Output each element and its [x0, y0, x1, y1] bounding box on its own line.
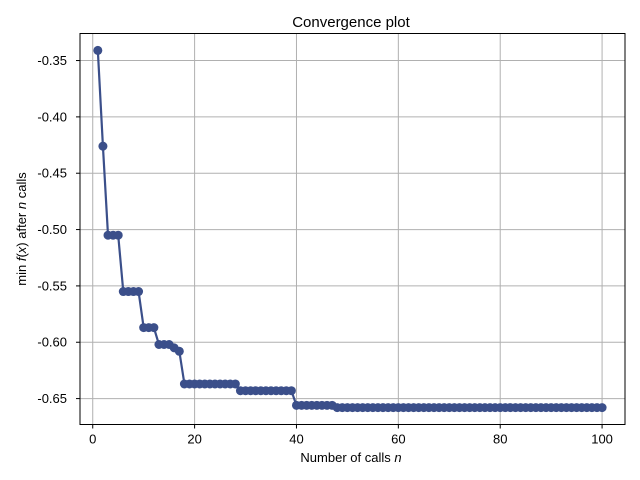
x-tick-label: 0 — [89, 432, 96, 447]
y-axis-label: min f(x) after n calls — [14, 172, 29, 286]
y-axis-label-p4: calls — [14, 172, 29, 202]
y-axis-label-p3: ) after — [14, 209, 29, 247]
series-layer — [93, 45, 607, 413]
y-axis-label-p1: min — [14, 261, 29, 286]
data-point — [230, 379, 240, 389]
y-tick-label: -0.40 — [37, 109, 67, 124]
y-tick-label: -0.65 — [37, 391, 67, 406]
data-point — [149, 323, 159, 333]
data-point — [93, 45, 103, 55]
x-axis-label-text: Number of calls — [300, 450, 394, 465]
x-tick-label: 80 — [493, 432, 507, 447]
y-tick-label: -0.35 — [37, 53, 67, 68]
y-axis-label-p2: ( — [14, 253, 29, 258]
chart-title: Convergence plot — [292, 14, 410, 31]
x-tick-label: 60 — [391, 432, 405, 447]
data-point — [113, 230, 123, 240]
y-axis-label-f: f — [14, 256, 29, 261]
data-point — [597, 403, 607, 413]
y-axis-label-x: x — [14, 246, 29, 254]
data-point — [286, 386, 296, 396]
x-axis-label-var: n — [394, 450, 401, 465]
data-point — [134, 287, 144, 297]
tick-layer: 0 20 40 60 80 100 -0.35 -0.40 -0.45 -0.50 -0.55 -0.… — [37, 53, 613, 446]
y-tick-label: -0.45 — [37, 166, 67, 181]
data-point — [174, 346, 184, 356]
data-point — [98, 141, 108, 151]
y-tick-label: -0.55 — [37, 278, 67, 293]
y-axis-label-n: n — [14, 202, 29, 209]
y-tick-label: -0.50 — [37, 222, 67, 237]
x-axis-label: Number of calls n — [300, 450, 401, 465]
y-tick-label: -0.60 — [37, 335, 67, 350]
plot-frame — [79, 33, 626, 425]
x-tick-label: 40 — [289, 432, 303, 447]
x-tick-label: 20 — [187, 432, 201, 447]
grid-layer — [80, 33, 625, 425]
x-tick-label: 100 — [591, 432, 613, 447]
